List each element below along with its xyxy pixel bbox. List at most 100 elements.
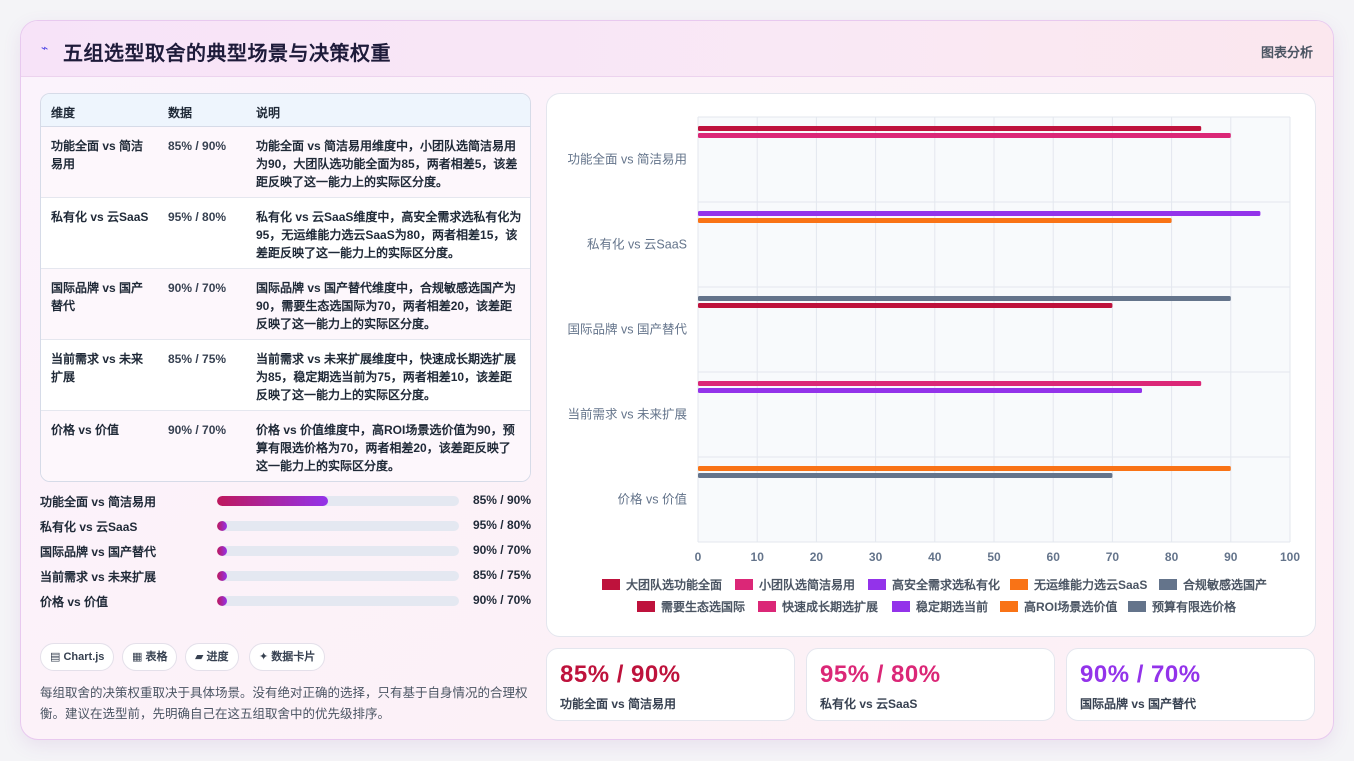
bar-1-1 [698, 218, 1172, 223]
progress-value: 95% / 80% [472, 518, 531, 532]
progress-track [217, 496, 459, 506]
legend-label: 高安全需求选私有化 [892, 577, 1000, 592]
legend-label: 预算有限选价格 [1152, 599, 1237, 614]
legend-label: 高ROI场景选价值 [1024, 599, 1117, 614]
column-header-data: 数据 [168, 106, 193, 120]
card-header: ⌁ 五组选型取舍的典型场景与决策权重 图表分析 [21, 21, 1333, 77]
progress-item: 私有化 vs 云SaaS 95% / 80% [40, 516, 531, 536]
legend-swatch [602, 579, 620, 590]
row-dimension: 国际品牌 vs 国产替代 [51, 281, 144, 313]
legend-label: 大团队选功能全面 [626, 577, 722, 592]
summary-note: 每组取舍的决策权重取决于具体场景。没有绝对正确的选择，只有基于自身情况的合理权衡… [40, 686, 528, 721]
row-data: 85% / 90% [168, 139, 227, 153]
progress-track [217, 596, 459, 606]
chart-analysis-link[interactable]: 图表分析 [1260, 45, 1313, 60]
bar-2-0 [698, 296, 1231, 301]
progress-fill [217, 546, 227, 556]
row-description: 功能全面 vs 简洁易用维度中，小团队选简洁易用为90，大团队选功能全面为85，… [256, 139, 518, 189]
bar-4-1 [698, 473, 1113, 478]
table-header: 维度 数据 说明 [41, 94, 530, 127]
row-data: 85% / 75% [168, 352, 227, 366]
stat-value: 85% / 90% [560, 661, 681, 688]
row-data: 95% / 80% [168, 210, 227, 224]
progress-item: 价格 vs 价值 90% / 70% [40, 591, 531, 611]
y-category-label: 当前需求 vs 未来扩展 [568, 407, 687, 422]
row-description: 私有化 vs 云SaaS维度中，高安全需求选私有化为95，无运维能力选云SaaS… [256, 210, 522, 260]
column-header-description: 说明 [256, 106, 281, 120]
progress-track [217, 521, 459, 531]
stat-card: 90% / 70% 国际品牌 vs 国产替代 [1066, 648, 1315, 721]
progress-track [217, 546, 459, 556]
y-category-label: 价格 vs 价值 [618, 492, 687, 507]
chip-0[interactable]: ▤ Chart.js [40, 643, 115, 671]
progress-track [217, 571, 459, 581]
progress-item: 功能全面 vs 简洁易用 85% / 90% [40, 491, 531, 511]
data-table: 维度 数据 说明 功能全面 vs 简洁易用 85% / 90% 功能全面 vs 简洁… [40, 93, 531, 482]
progress-value: 85% / 90% [472, 493, 531, 507]
x-tick-label: 70 [1106, 550, 1120, 564]
progress-label: 价格 vs 价值 [40, 595, 109, 609]
y-category-label: 私有化 vs 云SaaS [587, 238, 687, 252]
progress-item: 当前需求 vs 未来扩展 85% / 75% [40, 566, 531, 586]
chip-label: 表格 [145, 651, 168, 663]
chip-1[interactable]: ▦ 表格 [122, 643, 178, 671]
row-data: 90% / 70% [168, 281, 227, 295]
chip-label: 数据卡片 [271, 651, 316, 663]
legend-label: 需要生态选国际 [661, 599, 745, 614]
row-dimension: 价格 vs 价值 [51, 423, 120, 437]
bar-2-1 [698, 303, 1113, 308]
bar-0-1 [698, 133, 1231, 138]
row-dimension: 当前需求 vs 未来扩展 [51, 352, 144, 384]
chip-2[interactable]: ▰ 进度 [185, 643, 239, 671]
table-row: 国际品牌 vs 国产替代 90% / 70% 国际品牌 vs 国产替代维度中，合规敏… [41, 269, 530, 340]
legend-swatch [1000, 601, 1018, 612]
legend-label: 合规敏感选国产 [1183, 577, 1267, 592]
progress-fill [217, 521, 227, 531]
y-category-label: 国际品牌 vs 国产替代 [568, 322, 688, 337]
chip-icon: ▦ [132, 651, 143, 663]
legend-swatch [735, 579, 753, 590]
stat-label: 私有化 vs 云SaaS [820, 697, 918, 711]
progress-fill [217, 496, 329, 506]
x-tick-label: 60 [1047, 550, 1061, 564]
chip-icon: ▰ [195, 651, 204, 663]
bar-1-0 [698, 211, 1261, 216]
progress-item: 国际品牌 vs 国产替代 90% / 70% [40, 541, 531, 561]
legend-swatch [1128, 601, 1146, 612]
table-row: 当前需求 vs 未来扩展 85% / 75% 当前需求 vs 未来扩展维度中，快速成… [41, 340, 530, 411]
x-tick-label: 90 [1224, 550, 1238, 564]
progress-value: 85% / 75% [472, 568, 531, 582]
legend-swatch [1010, 579, 1028, 590]
row-dimension: 私有化 vs 云SaaS [51, 210, 149, 224]
legend-swatch [868, 579, 886, 590]
chip-3[interactable]: ✦ 数据卡片 [249, 643, 326, 671]
stat-label: 功能全面 vs 简洁易用 [560, 697, 677, 711]
legend-swatch [758, 601, 776, 612]
bar-chart: 0 10 20 30 40 50 60 70 80 90 100 功能全面 vs 简洁易用 私有化 vs… [546, 93, 1316, 637]
row-description: 国际品牌 vs 国产替代维度中，合规敏感选国产为90，需要生态选国际为70，两者… [256, 281, 517, 331]
progress-label: 私有化 vs 云SaaS [40, 520, 138, 534]
x-tick-label: 80 [1165, 550, 1179, 564]
legend-swatch [637, 601, 655, 612]
progress-value: 90% / 70% [472, 593, 531, 607]
y-category-label: 功能全面 vs 简洁易用 [568, 152, 687, 167]
row-description: 当前需求 vs 未来扩展维度中，快速成长期选扩展为85，稳定期选当前为75，两者… [256, 352, 517, 402]
legend-label: 快速成长期选扩展 [782, 599, 878, 614]
legend-label: 无运维能力选云SaaS [1033, 577, 1147, 592]
stat-card: 95% / 80% 私有化 vs 云SaaS [806, 648, 1055, 721]
chip-icon: ✦ [259, 651, 269, 663]
stat-card: 85% / 90% 功能全面 vs 简洁易用 [546, 648, 795, 721]
legend-swatch [1159, 579, 1177, 590]
chip-icon: ▤ [50, 651, 61, 663]
bar-4-0 [698, 466, 1231, 471]
row-dimension: 功能全面 vs 简洁易用 [51, 139, 144, 171]
x-tick-label: 100 [1280, 550, 1300, 564]
x-tick-label: 10 [751, 550, 765, 564]
x-tick-label: 30 [869, 550, 883, 564]
chip-label: 进度 [206, 651, 229, 663]
page-title: 五组选型取舍的典型场景与决策权重 [63, 43, 391, 65]
progress-value: 90% / 70% [472, 543, 531, 557]
progress-fill [217, 571, 227, 581]
x-tick-label: 20 [810, 550, 824, 564]
legend-label: 小团队选简洁易用 [759, 577, 855, 592]
